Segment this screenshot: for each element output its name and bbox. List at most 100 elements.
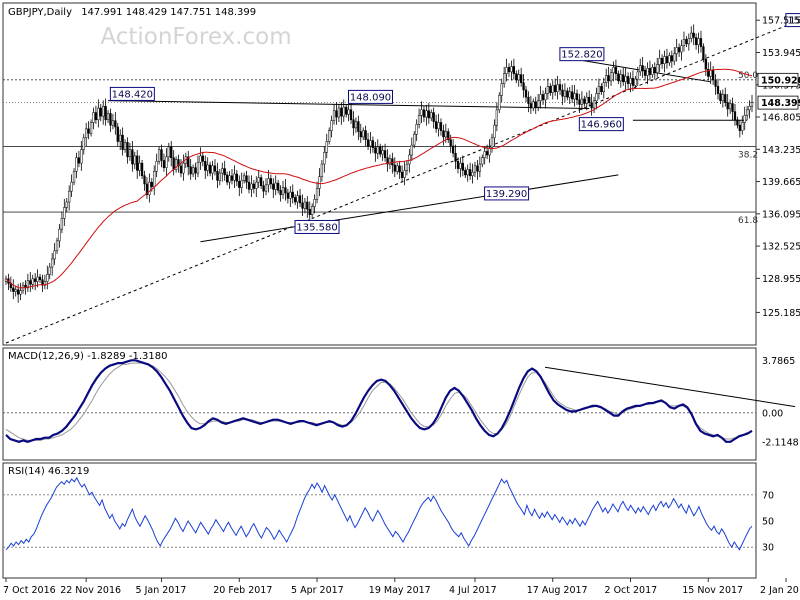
candle-body xyxy=(442,130,445,138)
candle-body xyxy=(328,130,331,142)
candle-body xyxy=(381,150,384,155)
date-tick-label: 20 Feb 2017 xyxy=(213,585,272,596)
candle-body xyxy=(347,109,350,115)
candle-body xyxy=(191,167,195,175)
candle-body xyxy=(298,195,302,204)
candle-body xyxy=(711,69,715,81)
price-tick-label: 139.665 xyxy=(762,177,800,188)
candle-body xyxy=(366,139,370,147)
price-annotation-label: 148.090 xyxy=(350,92,391,103)
highlight-price-label-box xyxy=(757,72,799,87)
candle-body xyxy=(143,175,146,185)
candle-body xyxy=(211,165,214,174)
candle-body xyxy=(653,67,656,74)
candle-body xyxy=(247,181,251,190)
candle-body xyxy=(529,103,533,109)
candle-body xyxy=(36,276,39,282)
candle-body xyxy=(456,161,460,169)
candle-body xyxy=(177,159,180,167)
candle-body xyxy=(481,157,484,165)
candle-body xyxy=(658,58,661,65)
candle-body xyxy=(315,188,319,200)
candle-body xyxy=(160,149,163,161)
candle-body xyxy=(391,158,394,166)
candle-body xyxy=(230,175,234,181)
candle-body xyxy=(405,163,409,171)
candle-body xyxy=(138,162,141,171)
candle-body xyxy=(111,120,115,126)
candle-body xyxy=(690,32,693,39)
candle-body xyxy=(89,122,93,134)
candle-body xyxy=(340,107,343,117)
candle-body xyxy=(308,208,311,215)
rsi-levels xyxy=(3,494,756,548)
candle-body xyxy=(277,182,280,191)
candle-body xyxy=(731,103,734,112)
candle-body xyxy=(233,173,236,181)
candle-body xyxy=(534,101,537,108)
date-tick-label: 5 Jan 2017 xyxy=(136,585,187,596)
candle-body xyxy=(87,128,90,134)
candle-body xyxy=(714,79,717,87)
candle-body xyxy=(641,65,644,71)
candle-body xyxy=(206,164,209,171)
candle-body xyxy=(65,201,68,208)
candle-body xyxy=(109,113,112,126)
candle-body xyxy=(607,75,610,82)
macd-trendline xyxy=(544,366,796,408)
price-annotation-box xyxy=(484,186,530,201)
candle-body xyxy=(551,85,554,93)
candle-body xyxy=(595,93,598,102)
candle-body xyxy=(556,84,559,93)
candle-body xyxy=(85,128,88,139)
candle-body xyxy=(626,76,630,84)
candle-body xyxy=(383,150,387,158)
candle-body xyxy=(668,55,671,64)
candle-body xyxy=(155,161,158,172)
candle-body xyxy=(675,47,678,55)
date-tick-label: 2 Jan 2018 xyxy=(760,585,800,596)
rsi-tick-label: 70 xyxy=(762,490,774,501)
candle-body xyxy=(70,181,73,192)
candle-body xyxy=(289,191,292,199)
candle-body xyxy=(311,206,314,215)
candle-body xyxy=(349,109,353,121)
candle-body xyxy=(337,107,341,118)
candle-body xyxy=(483,151,486,158)
candle-body xyxy=(571,91,574,100)
candle-body xyxy=(656,64,659,74)
candle-body xyxy=(262,185,265,192)
candle-body xyxy=(150,181,153,187)
candle-body xyxy=(359,131,362,138)
candle-body xyxy=(126,142,129,158)
macd-panel-frame xyxy=(2,347,757,461)
candle-body xyxy=(745,109,749,116)
price-annotation-box xyxy=(347,89,393,104)
candle-body xyxy=(517,74,520,81)
candle-body xyxy=(145,183,149,196)
candle-body xyxy=(303,201,307,209)
candle-body xyxy=(592,100,596,109)
candle-body xyxy=(697,38,700,46)
price-tick-label: 157.515 xyxy=(762,16,800,27)
rsi-tick-label: 30 xyxy=(762,543,774,554)
candle-body xyxy=(449,139,452,147)
candle-body xyxy=(500,83,503,96)
candle-body xyxy=(541,94,545,101)
macd-panel: 3.7865 0.00 -2.1148 MACD(12,26,9) -1.8289 … xyxy=(2,347,799,461)
candle-body xyxy=(685,39,688,45)
price-panel: 50.0 38.2 61.8 148.420 148.090 135.580 139.29… xyxy=(2,2,800,346)
price-annotation-label: 135.580 xyxy=(296,222,337,233)
candle-body xyxy=(284,187,287,194)
candle-body xyxy=(165,156,168,168)
macd-signal-line xyxy=(5,362,748,441)
macd-axis: 3.7865 0.00 -2.1148 xyxy=(762,356,799,449)
candle-body xyxy=(554,85,557,93)
candle-body xyxy=(432,112,435,122)
candle-body xyxy=(131,149,134,165)
candle-body xyxy=(133,155,136,165)
candle-body xyxy=(80,149,83,164)
candle-body xyxy=(221,168,224,174)
candle-body xyxy=(490,137,494,149)
